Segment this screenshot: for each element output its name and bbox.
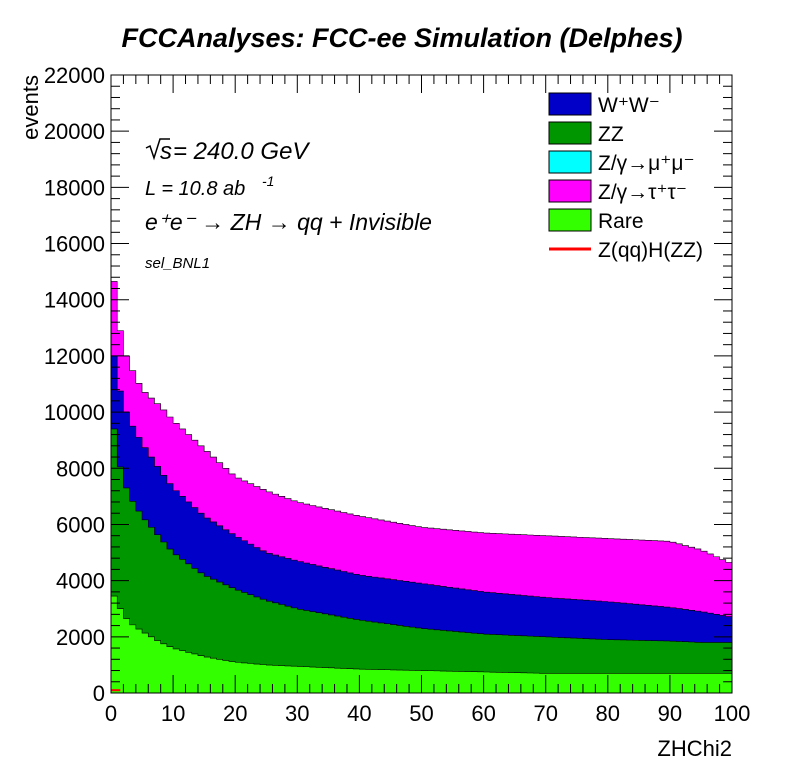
- y-tick-label: 4000: [56, 569, 105, 594]
- y-tick-label: 8000: [56, 456, 105, 481]
- legend-label-zz: ZZ: [598, 123, 624, 146]
- legend: W⁺W⁻ ZZ Z/γ→μ⁺μ⁻ Z/γ→τ⁺τ⁻ Rare Z(qq)H(ZZ): [548, 92, 703, 262]
- x-tick-label: 50: [409, 701, 433, 726]
- legend-swatch-ww: [548, 92, 592, 116]
- legend-label-ww: W⁺W⁻: [598, 94, 660, 117]
- legend-swatch-rare: [548, 208, 592, 232]
- x-tick-label: 0: [105, 701, 117, 726]
- y-tick-label: 0: [93, 681, 105, 706]
- histogram-stack: [110, 281, 733, 694]
- legend-label-rare: Rare: [598, 210, 644, 233]
- y-tick-label: 20000: [44, 119, 105, 144]
- x-tick-label: 10: [161, 701, 185, 726]
- x-tick-label: 30: [285, 701, 309, 726]
- axis-ticks: 0 10 20 30 40 50 60 70 80 90 100 0 2000 4000 6000 8000 1…: [44, 63, 751, 726]
- x-tick-label: 80: [596, 701, 620, 726]
- x-tick-label: 40: [347, 701, 371, 726]
- y-tick-label: 10000: [44, 400, 105, 425]
- x-axis-label: ZHChi2: [657, 736, 732, 761]
- x-tick-label: 70: [533, 701, 557, 726]
- x-tick-label: 20: [223, 701, 247, 726]
- legend-swatch-ztautau: [548, 179, 592, 203]
- y-tick-label: 14000: [44, 288, 105, 313]
- legend-swatch-zmumu: [548, 150, 592, 174]
- y-tick-label: 18000: [44, 175, 105, 200]
- luminosity-label: L = 10.8 ab: [145, 178, 245, 200]
- selection-label: sel_BNL1: [145, 255, 210, 272]
- process-label: e⁺e⁻ → ZH → qq + Invisible: [145, 209, 432, 235]
- sqrt-s-label: s: [160, 138, 172, 165]
- y-axis-label: events: [18, 75, 43, 140]
- energy-label: = 240.0 GeV: [173, 138, 310, 165]
- y-tick-label: 12000: [44, 344, 105, 369]
- stack-layer-rare: [110, 595, 733, 694]
- y-tick-label: 22000: [44, 63, 105, 88]
- x-tick-label: 60: [471, 701, 495, 726]
- annotation-block: s = 240.0 GeV L = 10.8 ab -1 e⁺e⁻ → ZH →…: [145, 138, 432, 272]
- x-tick-label: 100: [714, 701, 751, 726]
- y-tick-label: 2000: [56, 625, 105, 650]
- y-tick-label: 16000: [44, 232, 105, 257]
- y-tick-label: 6000: [56, 512, 105, 537]
- luminosity-exponent: -1: [262, 173, 274, 189]
- stack-layer-zz: [110, 428, 733, 694]
- chart-title: FCCAnalyses: FCC-ee Simulation (Delphes): [121, 23, 682, 53]
- legend-label-zmumu: Z/γ→μ⁺μ⁻: [598, 152, 695, 175]
- legend-swatch-zz: [548, 121, 592, 145]
- legend-label-ztautau: Z/γ→τ⁺τ⁻: [598, 181, 687, 204]
- legend-label-signal: Z(qq)H(ZZ): [598, 239, 703, 262]
- sqrt-symbol: [145, 138, 170, 161]
- x-tick-label: 90: [658, 701, 682, 726]
